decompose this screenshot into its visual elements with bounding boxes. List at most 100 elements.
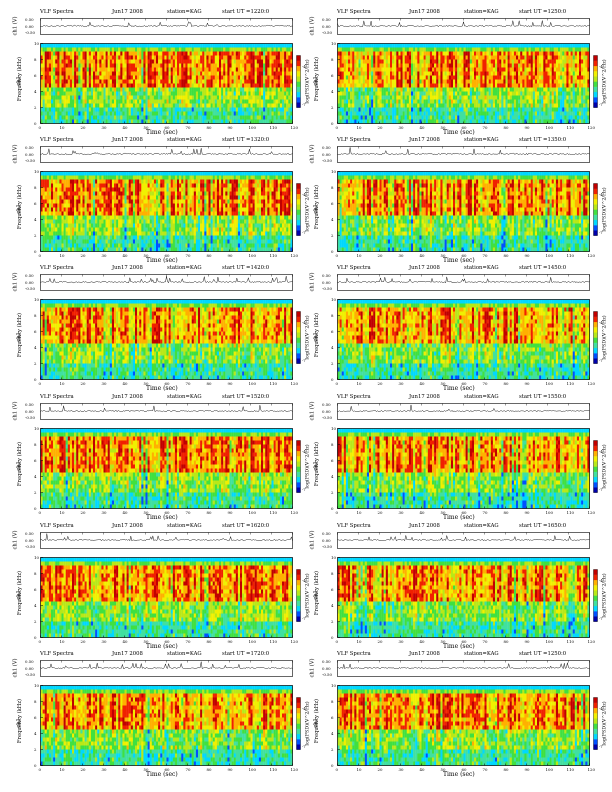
y-tick-label: 0	[331, 763, 333, 768]
x-tick-label: 70	[483, 639, 488, 644]
colorbar-tick-label: -7	[599, 617, 603, 621]
colorbar-segment	[593, 86, 598, 93]
figure-label: VLF Spectra	[40, 265, 74, 271]
x-tick-label: 40	[123, 767, 128, 772]
x-tick-label: 50	[144, 253, 149, 258]
strip-y-label: ch1 (V)	[13, 273, 19, 292]
station-label: station=KAG	[167, 523, 202, 529]
x-tick-label: 50	[441, 381, 446, 386]
x-tick-label: 80	[207, 639, 212, 644]
colorbar-segment	[296, 347, 301, 354]
strip-tick-label: 0.50	[322, 531, 331, 536]
panel-header: VLF Spectra Jun17 2008 station=KAG start UT…	[12, 136, 302, 145]
colorbar-segment	[593, 214, 598, 221]
spectrogram-heatmap	[40, 557, 293, 638]
x-tick-label: 80	[207, 767, 212, 772]
figure-label: VLF Spectra	[40, 394, 74, 400]
strip-y-label: ch1 (V)	[310, 531, 316, 550]
strip-y-label: ch1 (V)	[13, 17, 19, 36]
colorbar-segment	[296, 574, 301, 581]
strip-tick-label: 0.50	[322, 17, 331, 22]
panel-start-time: start UT =1250:0	[519, 9, 566, 15]
x-tick-label: 10	[357, 125, 362, 130]
colorbar-segment	[593, 209, 598, 215]
strip-tick-label: -0.50	[25, 415, 35, 420]
panel-date: Jun17 2008	[409, 523, 440, 529]
figure-label: VLF Spectra	[337, 394, 371, 400]
colorbar-segment	[296, 605, 301, 612]
strip-tick-label: -0.50	[322, 286, 332, 291]
y-tick-label: 4	[331, 345, 333, 350]
y-tick-label: 0	[331, 635, 333, 640]
colorbar-tick-label: -7	[302, 359, 306, 363]
colorbar-tick-label: -7	[599, 359, 603, 363]
x-tick-label: 60	[165, 125, 170, 130]
station-label: station=KAG	[464, 523, 499, 529]
spectrogram-heatmap	[40, 685, 293, 766]
colorbar-segment	[593, 579, 598, 586]
strip-tick-label: 0.00	[25, 666, 34, 671]
colorbar-segment	[593, 616, 598, 622]
x-tick-label: 100	[546, 767, 553, 772]
x-tick-label: 60	[165, 639, 170, 644]
spectrogram-panel: VLF Spectra Jun17 2008 station=KAG start UT…	[12, 650, 311, 778]
x-axis-label: Time (sec)	[443, 514, 475, 521]
strip-tick-label: -0.50	[322, 672, 332, 677]
colorbar-segment	[593, 321, 598, 328]
x-tick-label: 80	[207, 381, 212, 386]
x-tick-label: 90	[525, 510, 530, 515]
colorbar-frame	[296, 440, 301, 493]
y-tick-label: 0	[34, 249, 36, 254]
strip-tick-label: -0.50	[322, 30, 332, 35]
strip-tick-label: -0.50	[25, 286, 35, 291]
spectrogram-panel: VLF Spectra Jun17 2008 station=KAG start UT…	[309, 522, 608, 650]
spectrogram-heatmap	[337, 43, 590, 124]
spectrogram-heatmap	[337, 299, 590, 380]
waveform-line	[337, 535, 590, 542]
colorbar	[593, 183, 598, 236]
x-tick-label: 30	[102, 639, 107, 644]
colorbar-segment	[296, 718, 301, 724]
x-tick-label: 120	[588, 767, 595, 772]
y-tick-label: 10	[331, 683, 336, 688]
x-tick-label: 30	[399, 767, 404, 772]
y-tick-label: 8	[34, 185, 36, 190]
figure-label: VLF Spectra	[40, 523, 74, 529]
y-tick-label: 2	[34, 233, 36, 238]
colorbar-segment	[296, 219, 301, 226]
x-tick-label: 40	[420, 767, 425, 772]
x-tick-label: 30	[102, 381, 107, 386]
x-tick-label: 40	[420, 253, 425, 258]
x-tick-label: 60	[462, 767, 467, 772]
colorbar-segment	[593, 60, 598, 67]
x-tick-label: 0	[39, 381, 41, 386]
colorbar-label: log(PSD)(V^2/Hz)	[603, 315, 608, 359]
panel-header: VLF Spectra Jun17 2008 station=KAG start UT…	[309, 522, 599, 531]
strip-tick-label: 0.00	[322, 280, 331, 285]
x-tick-label: 50	[441, 253, 446, 258]
spectrogram-heatmap	[40, 428, 293, 509]
x-tick-label: 50	[144, 639, 149, 644]
plot-svg	[337, 532, 590, 638]
spectrogram-panel: VLF Spectra Jun17 2008 station=KAG start UT…	[309, 8, 608, 136]
x-tick-label: 0	[39, 510, 41, 515]
y-tick-label: 10	[34, 683, 39, 688]
x-axis-label: Time (sec)	[443, 257, 475, 264]
plot-svg	[337, 274, 590, 380]
panel-start-time: start UT =1720:0	[222, 651, 269, 657]
colorbar-segment	[593, 611, 598, 617]
x-tick-label: 20	[81, 510, 86, 515]
colorbar-tick-label: -4	[599, 321, 603, 325]
x-tick-label: 50	[144, 381, 149, 386]
x-axis-label: Time (sec)	[146, 257, 178, 264]
colorbar	[296, 55, 301, 108]
x-tick-label: 110	[567, 381, 574, 386]
x-axis-label: Time (sec)	[443, 771, 475, 778]
x-tick-label: 0	[336, 381, 338, 386]
y-tick-label: 8	[331, 571, 333, 576]
spectrogram-panel: VLF Spectra Jun17 2008 station=KAG start UT…	[309, 264, 608, 392]
y-tick-label: 0	[331, 506, 333, 511]
x-tick-label: 60	[462, 510, 467, 515]
x-tick-label: 90	[525, 381, 530, 386]
x-tick-label: 100	[249, 639, 256, 644]
